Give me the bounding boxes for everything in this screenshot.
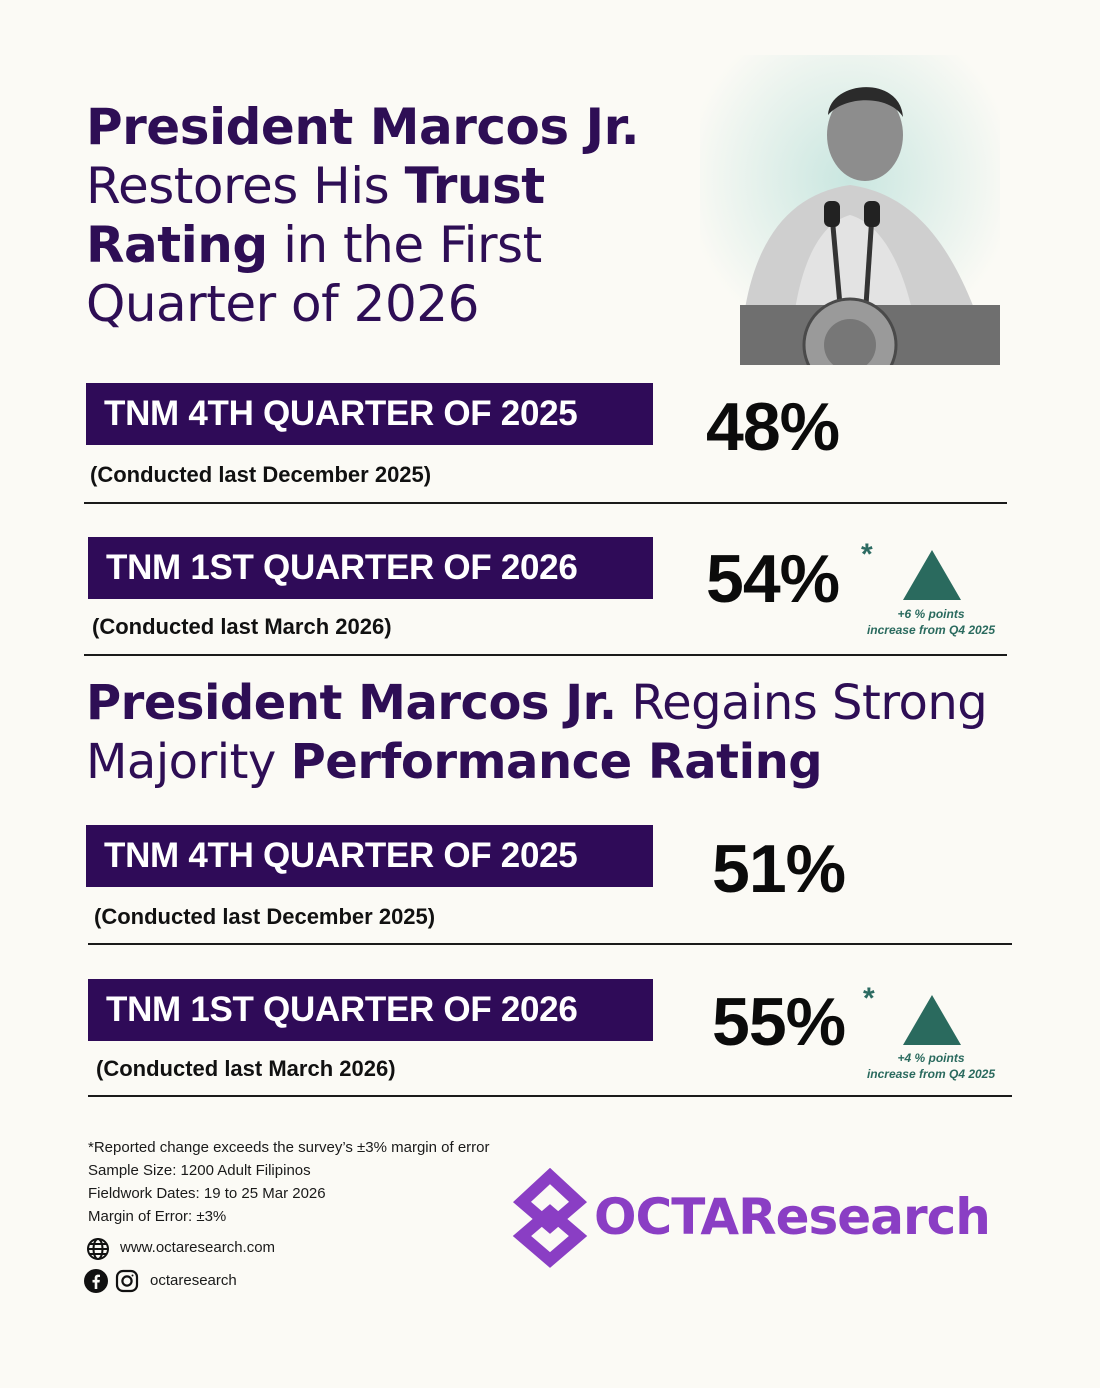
- moe-note: *Reported change exceeds the survey’s ±3…: [88, 1139, 490, 1156]
- fieldwork-dates: Fieldwork Dates: 19 to 25 Mar 2026: [88, 1185, 326, 1202]
- trust-rating-value: 54%: [706, 541, 840, 617]
- headline-text: Quarter of 2026: [86, 275, 479, 333]
- headline-text: Restores His: [86, 157, 405, 215]
- facebook-icon[interactable]: [84, 1269, 110, 1295]
- quarter-label-bar: TNM 4TH QUARTER OF 2025: [86, 383, 653, 445]
- conducted-note: (Conducted last March 2026): [96, 1056, 396, 1081]
- quarter-label-bar: TNM 4TH QUARTER OF 2025: [86, 825, 653, 887]
- divider: [84, 654, 1007, 656]
- margin-of-error: Margin of Error: ±3%: [88, 1208, 227, 1225]
- headline-name: President Marcos Jr.: [86, 675, 617, 731]
- octa-logo-mark: [512, 1167, 592, 1268]
- trust-rating-value: 48%: [706, 389, 840, 465]
- change-note: +6 % points increase from Q4 2025: [851, 606, 1011, 638]
- headline-name: President Marcos Jr.: [86, 98, 640, 156]
- headline-text: Performance Rating: [290, 734, 823, 790]
- change-note: +4 % points increase from Q4 2025: [851, 1050, 1011, 1082]
- sample-size: Sample Size: 1200 Adult Filipinos: [88, 1162, 311, 1179]
- change-value: +4 % points: [897, 1051, 965, 1065]
- quarter-label-bar: TNM 1ST QUARTER OF 2026: [88, 979, 653, 1041]
- headline-text: Rating: [86, 216, 268, 274]
- trust-headline: President Marcos Jr. Restores His Trust …: [86, 98, 706, 334]
- conducted-note: (Conducted last March 2026): [92, 614, 392, 639]
- headline-text: Regains Strong: [616, 675, 988, 731]
- headline-text: in the First: [267, 216, 542, 274]
- change-text: increase from Q4 2025: [866, 1067, 996, 1081]
- survey-footnotes: *Reported change exceeds the survey’s ±3…: [88, 1136, 490, 1228]
- octa-logo-text: OCTAResearch: [594, 1188, 991, 1246]
- website-link[interactable]: www.octaresearch.com: [120, 1239, 276, 1256]
- divider: [84, 502, 1007, 504]
- performance-rating-value: 51%: [712, 831, 846, 907]
- globe-icon: [86, 1237, 112, 1263]
- significance-star: *: [863, 982, 875, 1015]
- up-triangle-icon: [903, 550, 961, 600]
- conducted-note: (Conducted last December 2025): [94, 904, 436, 929]
- headline-text: Trust: [404, 157, 546, 215]
- divider: [88, 1095, 1012, 1097]
- performance-rating-value: 55%: [712, 984, 846, 1060]
- change-text: increase from Q4 2025: [866, 623, 996, 637]
- significance-star: *: [861, 538, 873, 571]
- divider: [88, 943, 1012, 945]
- instagram-icon[interactable]: [115, 1269, 141, 1295]
- change-value: +6 % points: [897, 607, 965, 621]
- performance-headline: President Marcos Jr. Regains Strong Majo…: [86, 674, 1046, 792]
- social-handle[interactable]: octaresearch: [150, 1272, 237, 1289]
- president-photo: [700, 55, 1000, 393]
- quarter-label-bar: TNM 1ST QUARTER OF 2026: [88, 537, 653, 599]
- up-triangle-icon: [903, 995, 961, 1045]
- headline-text: Majority: [86, 734, 291, 790]
- conducted-note: (Conducted last December 2025): [90, 462, 432, 487]
